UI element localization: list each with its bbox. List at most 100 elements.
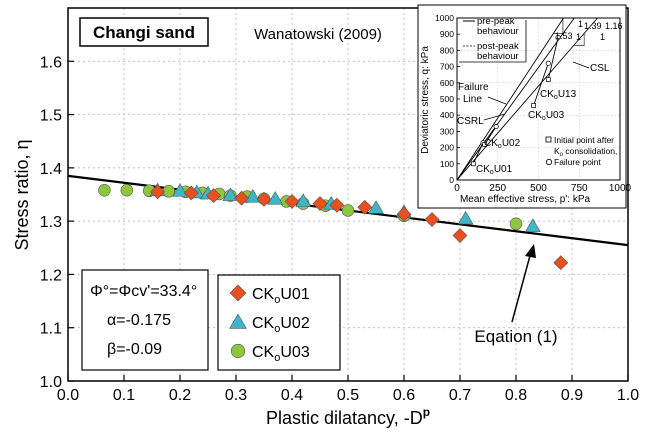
inset-y-tick-label: 100 <box>440 159 454 169</box>
failure-point-ck0u13 <box>555 34 561 40</box>
x-tick-label: 0.7 <box>449 387 471 404</box>
data-point-ck0u01 <box>284 194 300 209</box>
inset-x-axis-title: Mean effective stress, p': kPa <box>460 194 591 205</box>
stress-path-ck0u03 <box>533 63 549 106</box>
legend: CKoU01 CKoU02 CKoU03 <box>229 284 310 364</box>
phi-parameter: Φ°=Φcv'=33.4° <box>90 283 197 300</box>
inset-x-tick-label: 250 <box>489 183 506 194</box>
y-tick-label: 1.0 <box>40 374 62 391</box>
legend-marker-ck0u02 <box>229 313 247 329</box>
data-point-ck0u03 <box>341 204 355 217</box>
inset-lines <box>456 17 598 181</box>
ck0u13-label: CKoU13 <box>540 89 577 101</box>
initial-point-ck0u02 <box>482 142 488 147</box>
main-ticks: 0.0 0.1 0.2 0.3 0.4 0.5 0.6 0.7 0.8 0.9 1.0 1.0 1.1 1… <box>40 54 639 404</box>
inset-x-tick-label: 1000 <box>609 183 632 194</box>
data-point-ck0u01 <box>329 197 345 213</box>
inset-reference-line <box>456 17 598 181</box>
inset-y-tick-label: 800 <box>440 45 454 55</box>
initial-point-label: Initial point after <box>554 135 614 145</box>
pre-peak-label-2: behaviour <box>477 26 519 37</box>
inset-y-tick-label: 1000 <box>435 13 454 23</box>
data-point-ck0u03 <box>509 217 523 231</box>
inset-chart: 0 250 500 750 1000 0 100 200 300 400 500 600 700 800 9… <box>417 4 632 209</box>
inset-y-axis-title: Deviatoric stress, q: kPa <box>420 46 431 154</box>
failure-line-label-2: Line <box>463 94 482 105</box>
inset-y-tick-label: 700 <box>440 62 454 72</box>
slope-triangle <box>553 19 564 34</box>
material-label: Changi sand <box>93 23 195 42</box>
csrl-leader <box>483 113 506 121</box>
data-point-ck0u01 <box>553 255 569 271</box>
legend-label-ck0u02: CKoU02 <box>252 315 310 335</box>
ck0u02-label: CKoU02 <box>484 138 521 150</box>
legend-marker-ck0u01 <box>229 284 247 302</box>
slope-1-label-c: 1 <box>600 32 605 42</box>
data-point-ck0u02 <box>172 183 188 197</box>
x-tick-label: 0.1 <box>113 387 135 404</box>
slope-1-label-a: 1 <box>578 19 583 29</box>
data-point-ck0u03 <box>120 183 134 197</box>
failure-point-ck0u02 <box>493 123 499 130</box>
slope-139-label: 1.39 <box>584 21 602 31</box>
inset-ticks: 0 250 500 750 1000 0 100 200 300 400 500 600 700 800 9… <box>435 13 631 194</box>
failure-line-label: Failure <box>458 82 489 93</box>
initial-point-ck0u13 <box>545 77 551 82</box>
data-point-ck0u01 <box>183 185 199 201</box>
data-point-ck0u01 <box>312 196 328 211</box>
stress-path-ck0u02 <box>484 126 497 145</box>
inset-grid <box>457 18 620 180</box>
initial-point-ck0u01 <box>470 161 476 167</box>
inset-stress-paths <box>470 34 561 167</box>
csrl-label: CSRL <box>457 116 484 127</box>
ck0u03-label: CKoU03 <box>528 110 565 122</box>
failure-line-leader <box>487 96 507 105</box>
csl-label: CSL <box>590 63 610 74</box>
y-tick-label: 1.1 <box>40 321 62 338</box>
x-tick-label: 0.3 <box>225 387 247 404</box>
inset-x-tick-label: 500 <box>530 183 547 194</box>
source-label: Wanatowski (2009) <box>254 26 382 43</box>
failure-point-label: Failure point <box>554 157 601 167</box>
y-tick-label: 1.2 <box>40 267 62 284</box>
slope-triangle <box>574 32 585 46</box>
slope-153-label: 1.53 <box>555 31 573 41</box>
data-points-group <box>98 182 569 271</box>
y-tick-label: 1.6 <box>40 54 62 71</box>
x-tick-label: 0.0 <box>57 387 79 404</box>
x-tick-label: 0.5 <box>337 387 359 404</box>
inset-reference-line <box>456 17 564 181</box>
x-axis-title: Plastic dilatancy, -Dp <box>266 405 430 428</box>
data-point-ck0u01 <box>357 199 373 215</box>
inset-x-tick-label: 750 <box>571 183 588 194</box>
parameter-box <box>81 269 209 371</box>
inset-line-legend: pre-peak behaviour post-peak behaviour <box>459 16 527 63</box>
y-tick-label: 1.3 <box>40 214 62 231</box>
x-tick-label: 0.4 <box>281 387 303 404</box>
post-peak-label: post-peak <box>477 41 519 52</box>
inset-y-tick-label: 600 <box>440 78 454 88</box>
data-point-ck0u01 <box>396 206 412 222</box>
y-tick-label: 1.5 <box>40 108 62 125</box>
y-tick-label: 1.4 <box>40 161 62 178</box>
data-point-ck0u02 <box>222 187 239 201</box>
x-tick-label: 0.8 <box>505 387 527 404</box>
data-point-ck0u02 <box>244 189 261 203</box>
legend-label-ck0u01: CKoU01 <box>252 286 310 306</box>
data-point-ck0u02 <box>368 200 384 214</box>
x-tick-label: 1.0 <box>617 387 639 404</box>
data-point-ck0u01 <box>424 212 440 227</box>
beta-parameter: β=-0.09 <box>107 341 162 358</box>
material-label-box <box>79 17 209 47</box>
inset-y-tick-label: 900 <box>440 29 454 39</box>
data-point-ck0u01 <box>206 188 222 203</box>
data-point-ck0u01 <box>452 228 468 243</box>
post-peak-label-2: behaviour <box>477 51 519 62</box>
inset-reference-line <box>456 17 575 181</box>
inset-y-tick-label: 500 <box>440 94 454 104</box>
y-axis-title: Stress ratio, η <box>12 139 32 250</box>
stress-path-ck0u13 <box>547 37 559 80</box>
slope-1-label-b: 1 <box>576 32 581 42</box>
failure-point-ck0u03 <box>545 60 551 66</box>
